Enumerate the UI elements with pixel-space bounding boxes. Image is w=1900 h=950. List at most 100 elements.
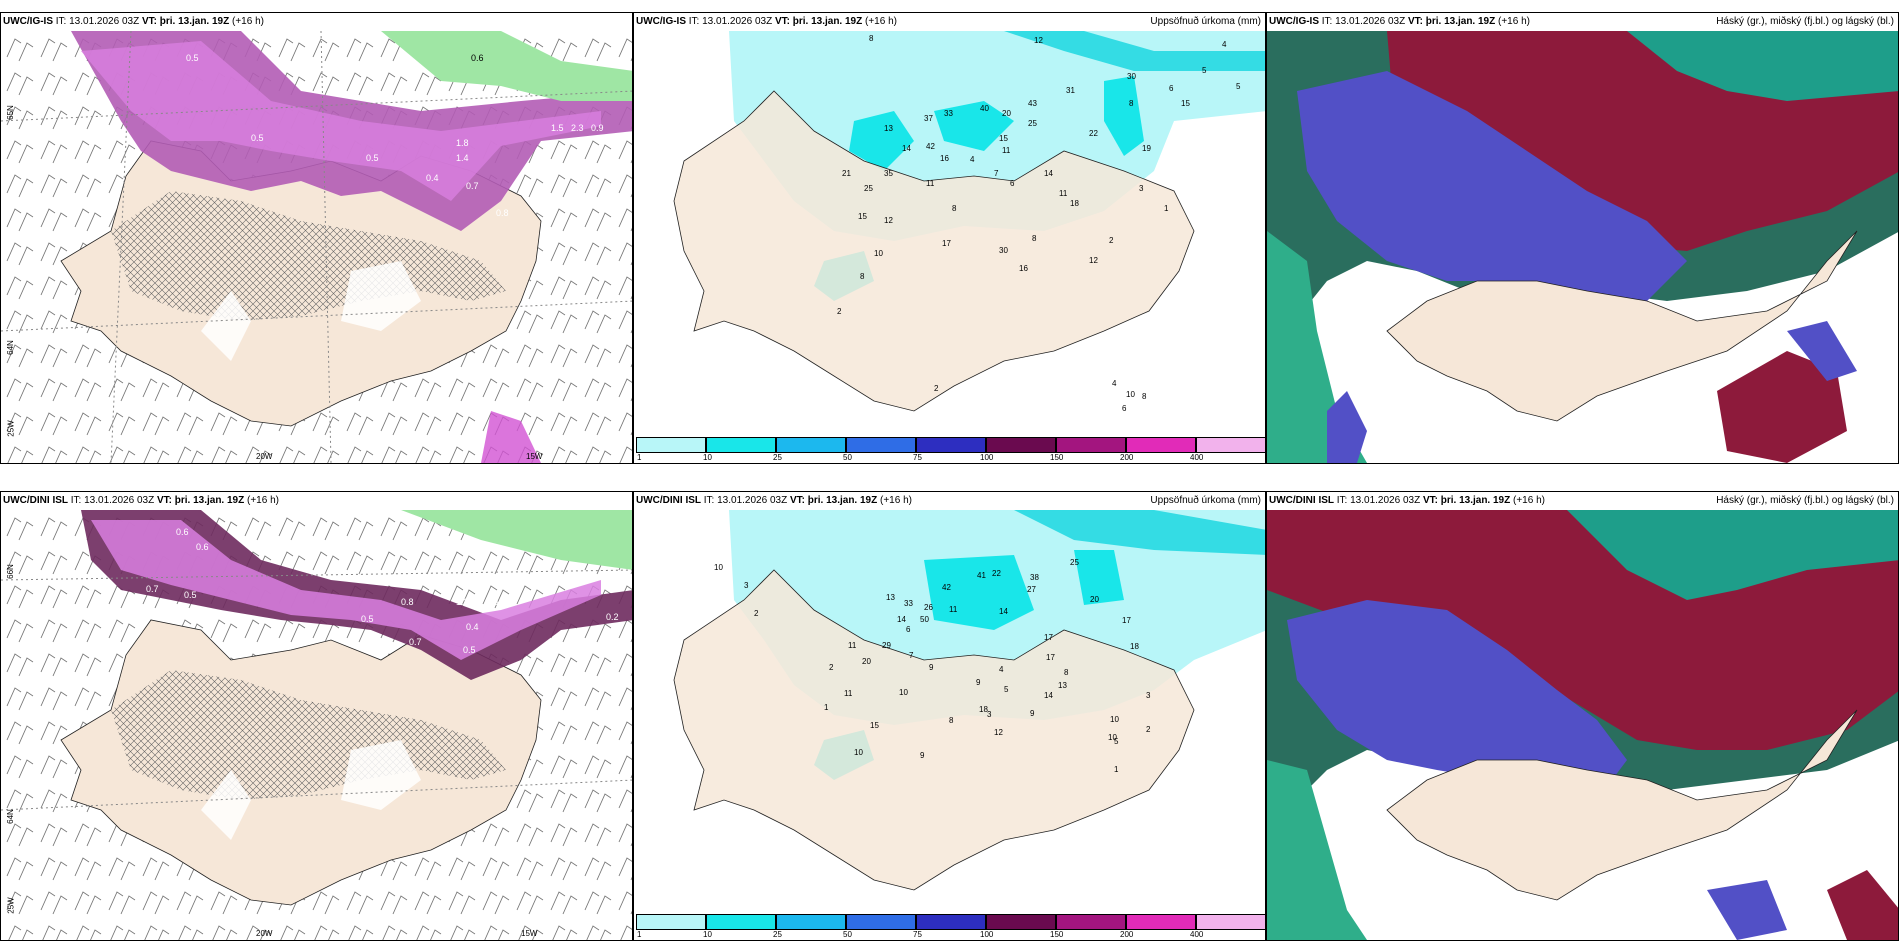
value-label: 10 (1126, 390, 1135, 399)
map-precip-type: 0.5 0.6 0.6 1.8 1.4 0.7 0.4 0.5 0.8 1.5 … (1, 31, 632, 463)
value-label: 3 (744, 581, 749, 590)
value-label: 17 (1044, 633, 1053, 642)
legend-bin (636, 914, 706, 930)
value-label: 5 (1236, 82, 1241, 91)
value-label: 18 (1070, 199, 1079, 208)
value-label: 4 (970, 155, 975, 164)
panel-accumulated-precip-ig: UWC/IG-IS IT: 13.01.2026 03Z VT: þri. 13… (633, 12, 1266, 464)
valid-time: þri. 13.jan. 19Z (807, 495, 878, 506)
value-label: 30 (999, 246, 1008, 255)
panel-header: UWC/DINI ISL IT: 13.01.2026 03Z VT: þri.… (1269, 495, 1894, 509)
value-label: 14 (1044, 169, 1053, 178)
legend-bin (846, 914, 916, 930)
init-time: IT: 13.01.2026 03Z (55, 16, 140, 27)
lon-label: 25W (6, 897, 16, 914)
value-label: 0.5 (366, 153, 379, 163)
lon-label: 20W (256, 452, 273, 461)
value-label: 11 (926, 179, 935, 188)
init-time: IT: 13.01.2026 03Z (1336, 495, 1421, 506)
init-time: IT: 13.01.2026 03Z (688, 16, 773, 27)
value-label: 14 (999, 607, 1008, 616)
value-label: 9 (929, 663, 934, 672)
value-label: 14 (897, 615, 906, 624)
value-label: 6 (906, 625, 911, 634)
legend-tick: 200 (1120, 930, 1134, 939)
lon-label: 20W (256, 929, 273, 938)
value-label: 4 (1112, 379, 1117, 388)
value-label: 0.6 (471, 53, 484, 63)
value-label: 8 (1032, 234, 1037, 243)
value-label: 5 (1004, 685, 1009, 694)
value-label: 12 (1034, 36, 1043, 45)
lead-time: (+16 h) (865, 16, 897, 27)
value-label: 16 (940, 154, 949, 163)
legend-tick: 400 (1190, 930, 1204, 939)
value-label: 42 (942, 583, 951, 592)
value-label: 0.2 (606, 612, 619, 622)
value-label: 2.3 (571, 123, 584, 133)
value-label: 33 (944, 109, 953, 118)
map-clouds (1267, 31, 1898, 463)
panel-title: Uppsöfnuð úrkoma (mm) (1150, 16, 1261, 27)
panel-title: Háský (gr.), miðský (fj.bl.) og lágský (… (1716, 16, 1894, 27)
value-label: 0.8 (401, 597, 414, 607)
value-label: 0.7 (466, 181, 479, 191)
panel-precip-type-ig: UWC/IG-IS IT: 13.01.2026 03Z VT: þri. 13… (0, 12, 633, 464)
panel-accumulated-precip-dini: UWC/DINI ISL IT: 13.01.2026 03Z VT: þri.… (633, 491, 1266, 941)
valid-time: þri. 13.jan. 19Z (1440, 495, 1511, 506)
legend-tick: 75 (913, 453, 922, 462)
legend-bin (1056, 437, 1126, 453)
valid-time: þri. 13.jan. 19Z (174, 495, 245, 506)
model-name: UWC/DINI ISL (1269, 495, 1334, 506)
map-clouds (1267, 510, 1898, 940)
value-label: 1.8 (456, 138, 469, 148)
value-label: 40 (980, 104, 989, 113)
value-label: 0.4 (426, 173, 439, 183)
lead-time: (+16 h) (232, 16, 264, 27)
model-name: UWC/DINI ISL (636, 495, 701, 506)
value-label: 22 (1089, 129, 1098, 138)
model-name: UWC/IG-IS (3, 16, 53, 27)
legend-bin (916, 914, 986, 930)
value-label: 7 (994, 169, 999, 178)
value-label: 12 (1089, 256, 1098, 265)
map-precip-type: 0.6 0.6 0.5 0.7 0.5 1.3 0.5 0.4 0.7 0.5 … (1, 510, 632, 940)
value-label: 1.3 (456, 597, 469, 607)
value-label: 9 (1030, 709, 1035, 718)
value-label: 2 (837, 307, 842, 316)
legend-bin (776, 437, 846, 453)
value-label: 15 (870, 721, 879, 730)
value-label: 12 (884, 216, 893, 225)
value-label: 13 (1058, 681, 1067, 690)
legend-tick: 75 (913, 930, 922, 939)
legend-bin (1196, 437, 1265, 453)
value-label: 0.7 (146, 584, 159, 594)
legend-bin (706, 914, 776, 930)
value-label: 8 (952, 204, 957, 213)
value-label: 38 (1030, 573, 1039, 582)
valid-time: þri. 13.jan. 19Z (159, 16, 230, 27)
lead-time: (+16 h) (1498, 16, 1530, 27)
value-label: 6 (1010, 179, 1015, 188)
value-label: 17 (1046, 653, 1055, 662)
value-label: 0.7 (409, 637, 422, 647)
value-label: 8 (869, 34, 874, 43)
value-label: 14 (902, 144, 911, 153)
legend-tick: 200 (1120, 453, 1134, 462)
legend-bin (706, 437, 776, 453)
panel-header: UWC/IG-IS IT: 13.01.2026 03Z VT: þri. 13… (3, 16, 628, 30)
lon-label: 15W (521, 929, 538, 938)
value-label: 25 (1070, 558, 1079, 567)
value-label: 9 (920, 751, 925, 760)
value-label: 2 (829, 663, 834, 672)
value-label: 10 (1110, 715, 1119, 724)
value-label: 0.6 (176, 527, 189, 537)
value-label: 19 (1142, 144, 1151, 153)
legend-tick: 150 (1050, 930, 1064, 939)
legend-tick: 100 (980, 930, 994, 939)
value-label: 15 (999, 134, 1008, 143)
value-label: 5 (1114, 737, 1119, 746)
legend-bin (846, 437, 916, 453)
lead-time: (+16 h) (1513, 495, 1545, 506)
value-label: 0.9 (591, 123, 604, 133)
